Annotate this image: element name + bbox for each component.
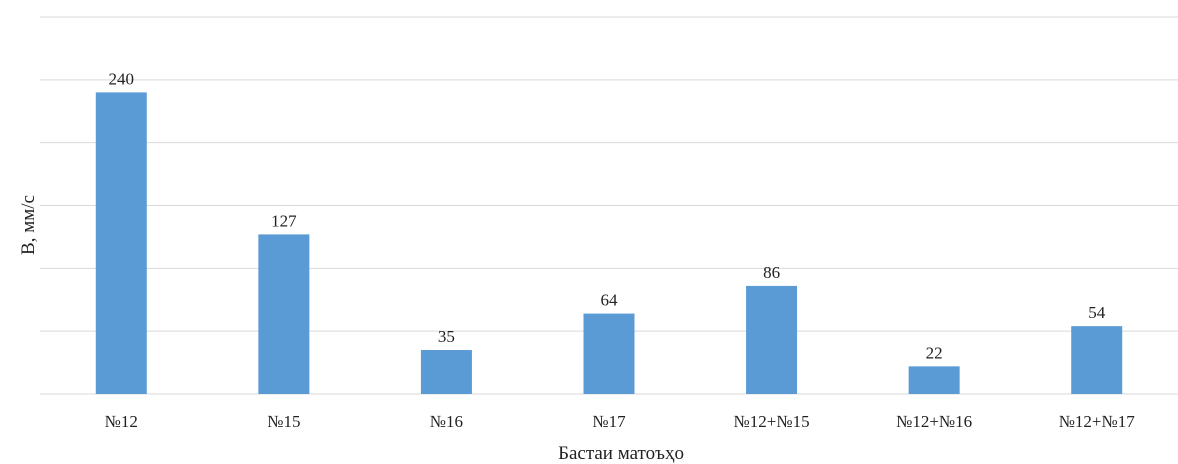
x-tick-label: №12+№16 — [896, 412, 972, 431]
data-label: 54 — [1088, 303, 1106, 322]
gridlines — [40, 16, 1178, 395]
data-label: 35 — [438, 327, 455, 346]
x-tick-label: №17 — [592, 412, 626, 431]
bar — [908, 366, 960, 394]
x-axis-title: Бастаи матоъҳо — [558, 443, 684, 464]
x-tick-label: №12 — [105, 412, 138, 431]
x-tick-label: №12+№15 — [734, 412, 810, 431]
bars — [95, 92, 1123, 395]
data-labels: 240 127 35 64 86 22 54 — [109, 69, 1106, 362]
data-label: 240 — [109, 69, 135, 88]
bar — [95, 92, 147, 395]
x-tick-label: №16 — [430, 412, 463, 431]
bar — [258, 234, 310, 394]
bar — [1071, 326, 1123, 394]
bar — [420, 350, 472, 394]
bar — [746, 285, 798, 394]
x-tick-labels: №12 №15 №16 №17 №12+№15 №12+№16 №12+№17 — [105, 412, 1136, 431]
data-label: 22 — [926, 343, 943, 362]
x-tick-label: №12+№17 — [1059, 412, 1136, 431]
data-label: 64 — [601, 291, 619, 310]
data-label: 127 — [271, 211, 297, 230]
x-tick-label: №15 — [267, 412, 300, 431]
y-axis-title: В, мм/с — [18, 195, 39, 255]
bar — [583, 313, 635, 394]
data-label: 86 — [763, 263, 780, 282]
